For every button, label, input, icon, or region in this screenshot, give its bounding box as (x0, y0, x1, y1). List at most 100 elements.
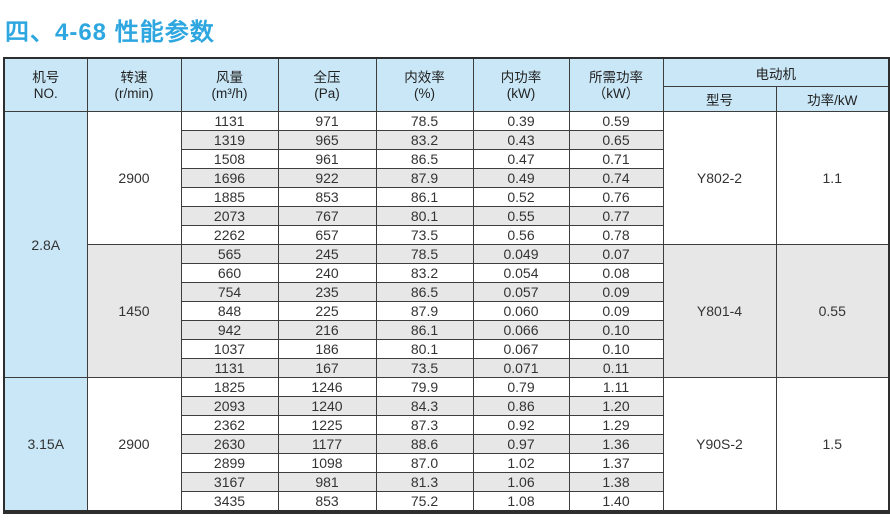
flow-cell: 565 (180, 244, 279, 264)
internal-power-cell: 0.057 (472, 282, 570, 302)
table-row: 1037 186 80.1 0.067 0.10 (4, 339, 889, 359)
required-power-cell: 0.09 (568, 301, 664, 321)
flow-cell: 1131 (180, 358, 279, 378)
table-row: 3167 981 81.3 1.06 1.38 (4, 472, 889, 492)
table-row: 1508 961 86.5 0.47 0.71 (4, 149, 889, 169)
pressure-cell: 657 (277, 225, 377, 245)
internal-power-cell: 1.02 (472, 453, 570, 473)
efficiency-cell: 84.3 (375, 396, 474, 416)
required-power-cell: 0.08 (568, 263, 664, 283)
internal-power-cell: 0.43 (472, 130, 570, 150)
internal-power-cell: 0.49 (472, 168, 570, 188)
internal-power-cell: 0.049 (472, 244, 570, 264)
flow-cell: 2073 (180, 206, 279, 226)
efficiency-cell: 73.5 (375, 358, 474, 378)
required-power-cell: 1.11 (568, 377, 664, 397)
flow-cell: 1037 (180, 339, 279, 359)
efficiency-cell: 87.9 (375, 301, 474, 321)
required-power-cell: 0.76 (568, 187, 664, 207)
internal-power-cell: 0.067 (472, 339, 570, 359)
table-row: 1131 167 73.5 0.071 0.11 (4, 358, 889, 378)
col-header-efficiency-line1: 内效率 (404, 69, 445, 85)
internal-power-cell: 1.06 (472, 472, 570, 492)
col-header-pressure: 全压 (Pa) (277, 57, 377, 112)
pressure-cell: 1177 (277, 434, 377, 454)
col-header-pressure-line2: (Pa) (314, 85, 340, 101)
col-header-pressure-line1: 全压 (313, 69, 341, 85)
machine-no-cell: 3.15A (3, 377, 88, 513)
table-row: 2073 767 80.1 0.55 0.77 (4, 206, 889, 226)
pressure-cell: 186 (277, 339, 377, 359)
table-row: 3435 853 75.2 1.08 1.40 (4, 491, 889, 513)
table-row: 3.15A 2900 1825 1246 79.9 0.79 1.11 Y90S-2 1.5 (3, 377, 890, 513)
flow-cell: 1131 (180, 111, 279, 131)
machine-no-cell: 2.8A (3, 111, 88, 378)
internal-power-cell: 0.47 (472, 149, 570, 169)
speed-cell: 2900 (86, 111, 182, 245)
pressure-cell: 225 (277, 301, 377, 321)
internal-power-cell: 0.52 (472, 187, 570, 207)
table-row: 848 225 87.9 0.060 0.09 (4, 301, 889, 321)
pressure-cell: 1240 (277, 396, 377, 416)
efficiency-cell: 73.5 (375, 225, 474, 245)
col-header-motor-group: 电动机 (662, 57, 890, 87)
pressure-cell: 235 (277, 282, 377, 302)
pressure-cell: 1098 (277, 453, 377, 473)
col-header-flow: 风量 (m³/h) (180, 57, 279, 112)
flow-cell: 754 (180, 282, 279, 302)
col-header-internal-power-line1: 内功率 (500, 69, 542, 85)
pressure-cell: 981 (277, 472, 377, 492)
required-power-cell: 1.36 (568, 434, 664, 454)
required-power-cell: 0.10 (568, 320, 664, 340)
flow-cell: 660 (180, 263, 279, 283)
internal-power-cell: 0.55 (472, 206, 570, 226)
efficiency-cell: 80.1 (375, 206, 474, 226)
motor-power-cell: 0.55 (775, 244, 890, 378)
col-header-internal-power: 内功率 (kW) (472, 57, 570, 112)
required-power-cell: 0.71 (568, 149, 664, 169)
efficiency-cell: 87.9 (375, 168, 474, 188)
required-power-cell: 0.09 (568, 282, 664, 302)
flow-cell: 2630 (180, 434, 279, 454)
pressure-cell: 240 (277, 263, 377, 283)
col-header-efficiency-line2: (%) (414, 85, 435, 101)
pressure-cell: 853 (277, 491, 377, 513)
col-header-motor-power: 功率/kW (775, 86, 890, 112)
table-row: 1319 965 83.2 0.43 0.65 (4, 130, 889, 150)
internal-power-cell: 0.86 (472, 396, 570, 416)
efficiency-cell: 80.1 (375, 339, 474, 359)
efficiency-cell: 75.2 (375, 491, 474, 513)
flow-cell: 2093 (180, 396, 279, 416)
internal-power-cell: 0.060 (472, 301, 570, 321)
col-header-flow-line1: 风量 (216, 69, 243, 85)
internal-power-cell: 0.79 (472, 377, 570, 397)
table-row: 2262 657 73.5 0.56 0.78 (4, 225, 889, 245)
internal-power-cell: 0.39 (472, 111, 570, 131)
table-row: 754 235 86.5 0.057 0.09 (4, 282, 889, 302)
efficiency-cell: 79.9 (375, 377, 474, 397)
internal-power-cell: 1.08 (472, 491, 570, 513)
pressure-cell: 1225 (277, 415, 377, 435)
internal-power-cell: 0.97 (472, 434, 570, 454)
pressure-cell: 922 (277, 168, 377, 188)
col-header-internal-power-line2: (kW) (506, 85, 536, 101)
flow-cell: 2899 (180, 453, 279, 473)
table-row: 1696 922 87.9 0.49 0.74 (4, 168, 889, 188)
col-header-motor-model: 型号 (662, 86, 777, 112)
required-power-cell: 1.20 (568, 396, 664, 416)
efficiency-cell: 83.2 (375, 130, 474, 150)
required-power-cell: 0.59 (568, 111, 664, 131)
header-row-sub: 型号 功率/kW (4, 86, 890, 112)
col-header-no: 机号 NO. (3, 57, 88, 112)
col-header-flow-line2: (m³/h) (211, 85, 248, 101)
internal-power-cell: 0.054 (472, 263, 570, 283)
col-header-required-power-line2: （kW） (592, 85, 640, 101)
required-power-cell: 0.07 (568, 244, 664, 264)
pressure-cell: 971 (277, 111, 377, 131)
required-power-cell: 0.78 (568, 225, 664, 245)
required-power-cell: 1.37 (568, 453, 664, 473)
performance-table: 机号 NO. 转速 (r/min) 风量 (m³/h) 全压 (Pa) 内效率 (3, 57, 890, 514)
header-row-top: 机号 NO. 转速 (r/min) 风量 (m³/h) 全压 (Pa) 内效率 (3, 57, 890, 112)
table-body: 2.8A 2900 1131 971 78.5 0.39 0.59 Y802-2 1.1 1319… (3, 111, 890, 513)
required-power-cell: 0.74 (568, 168, 664, 188)
